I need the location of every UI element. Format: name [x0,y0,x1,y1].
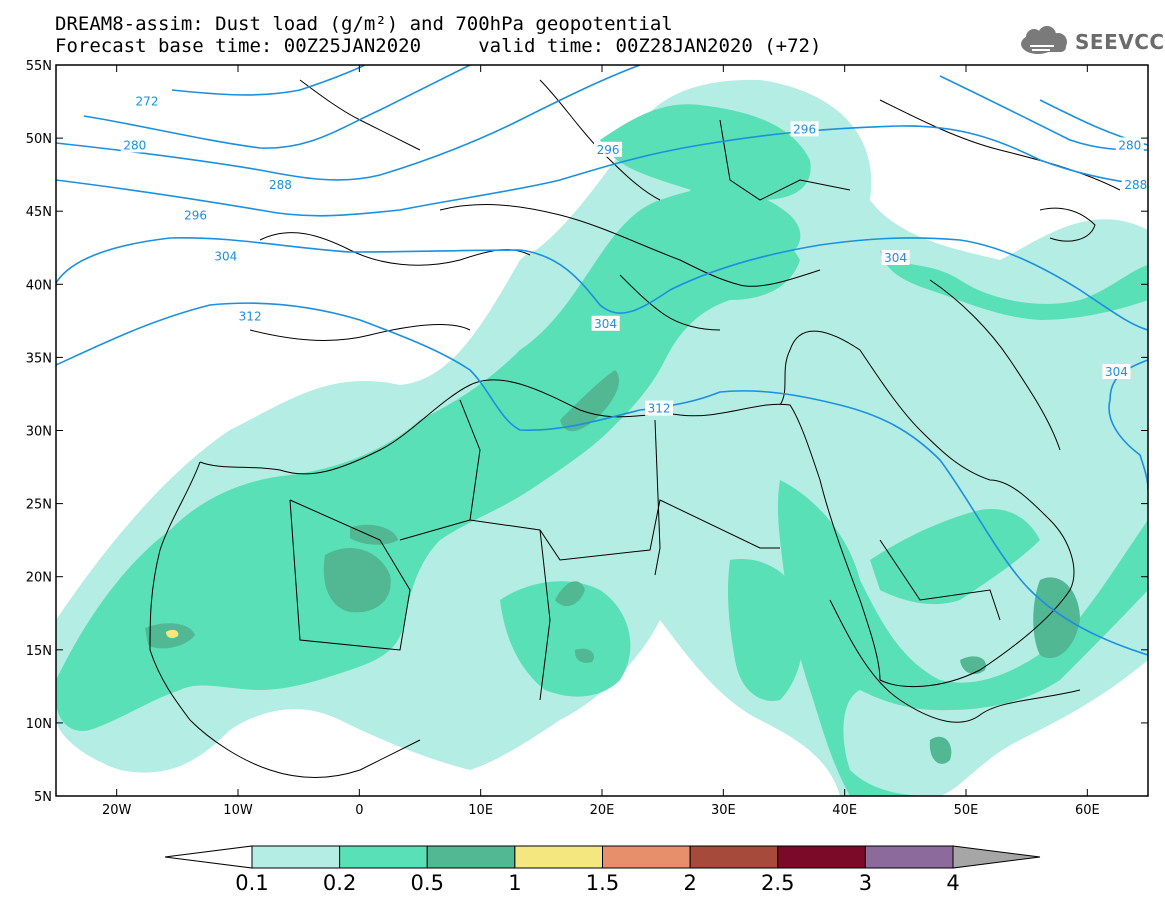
lon-tick-label: 20E [590,803,615,818]
contour-label-bg [266,176,295,192]
lon-tick-label: 50E [954,803,979,818]
lat-tick-label: 10N [26,717,52,732]
contour-labels: 272 280 280 288 288 296 296 296 304 304 304 304 312 3… [120,93,1150,416]
lat-tick-label: 5N [34,790,52,805]
contour-label: 304 [1105,365,1128,379]
lat-tick-label: 55N [26,59,52,74]
coastlines [149,79,1121,778]
contour-label: 312 [239,309,262,323]
contour-label: 296 [793,122,816,136]
contour-label-bg [120,137,149,153]
lon-tick-label: 20W [102,803,132,818]
contour-label-bg [133,93,161,109]
contour-label-bg [1102,364,1131,380]
contour-label-bg [1115,137,1144,153]
contour-label: 280 [123,138,146,152]
lon-tick-label: 0 [355,803,363,818]
contour-label: 304 [594,317,617,331]
contour-label: 304 [214,250,237,264]
contour-label-bg [594,141,623,157]
contour-label-bg [881,249,910,265]
lon-tick-label: 40E [832,803,857,818]
lon-tick-label: 10W [223,803,253,818]
lat-tick-label: 40N [26,278,52,293]
logo-text: SEEVCCC [1075,30,1165,54]
contour-label-bg [181,207,210,223]
lat-tick-label: 35N [26,351,52,366]
contour-label: 296 [184,209,207,223]
cloud-logo-icon [1021,26,1067,54]
contour-label-bg [790,121,819,137]
geopotential-contours [56,65,1148,656]
contour-label: 312 [648,402,671,416]
lat-tick-label: 30N [26,425,52,440]
contour-label: 296 [597,143,620,157]
contour-label: 280 [1118,138,1141,152]
contour-label-bg [591,315,620,331]
contour-label-bg [211,248,240,264]
contour-label: 272 [136,95,159,109]
lon-tick-label: 10E [468,803,493,818]
map-title: DREAM8-assim: Dust load (g/m²) and 700hP… [55,13,673,35]
axis-ticks: 55N 50N 45N 40N 35N 30N 25N 20N 15N 10N 5N 20W 10W 0 1… [26,59,1148,818]
contour-label-bg [645,400,674,416]
contour-label-bg [1121,176,1150,192]
contour-label: 288 [269,178,292,192]
dust-load-shading [56,79,1148,796]
lat-tick-label: 20N [26,571,52,586]
lat-tick-label: 50N [26,132,52,147]
lon-tick-label: 60E [1075,803,1100,818]
lon-tick-label: 30E [711,803,736,818]
contour-label-bg [236,308,265,324]
lat-tick-label: 15N [26,644,52,659]
map-subtitle: Forecast base time: 00Z25JAN2020 valid t… [55,35,822,57]
contour-label: 304 [884,251,907,265]
lat-tick-label: 45N [26,205,52,220]
contour-label: 288 [1124,178,1147,192]
lat-tick-label: 25N [26,498,52,513]
